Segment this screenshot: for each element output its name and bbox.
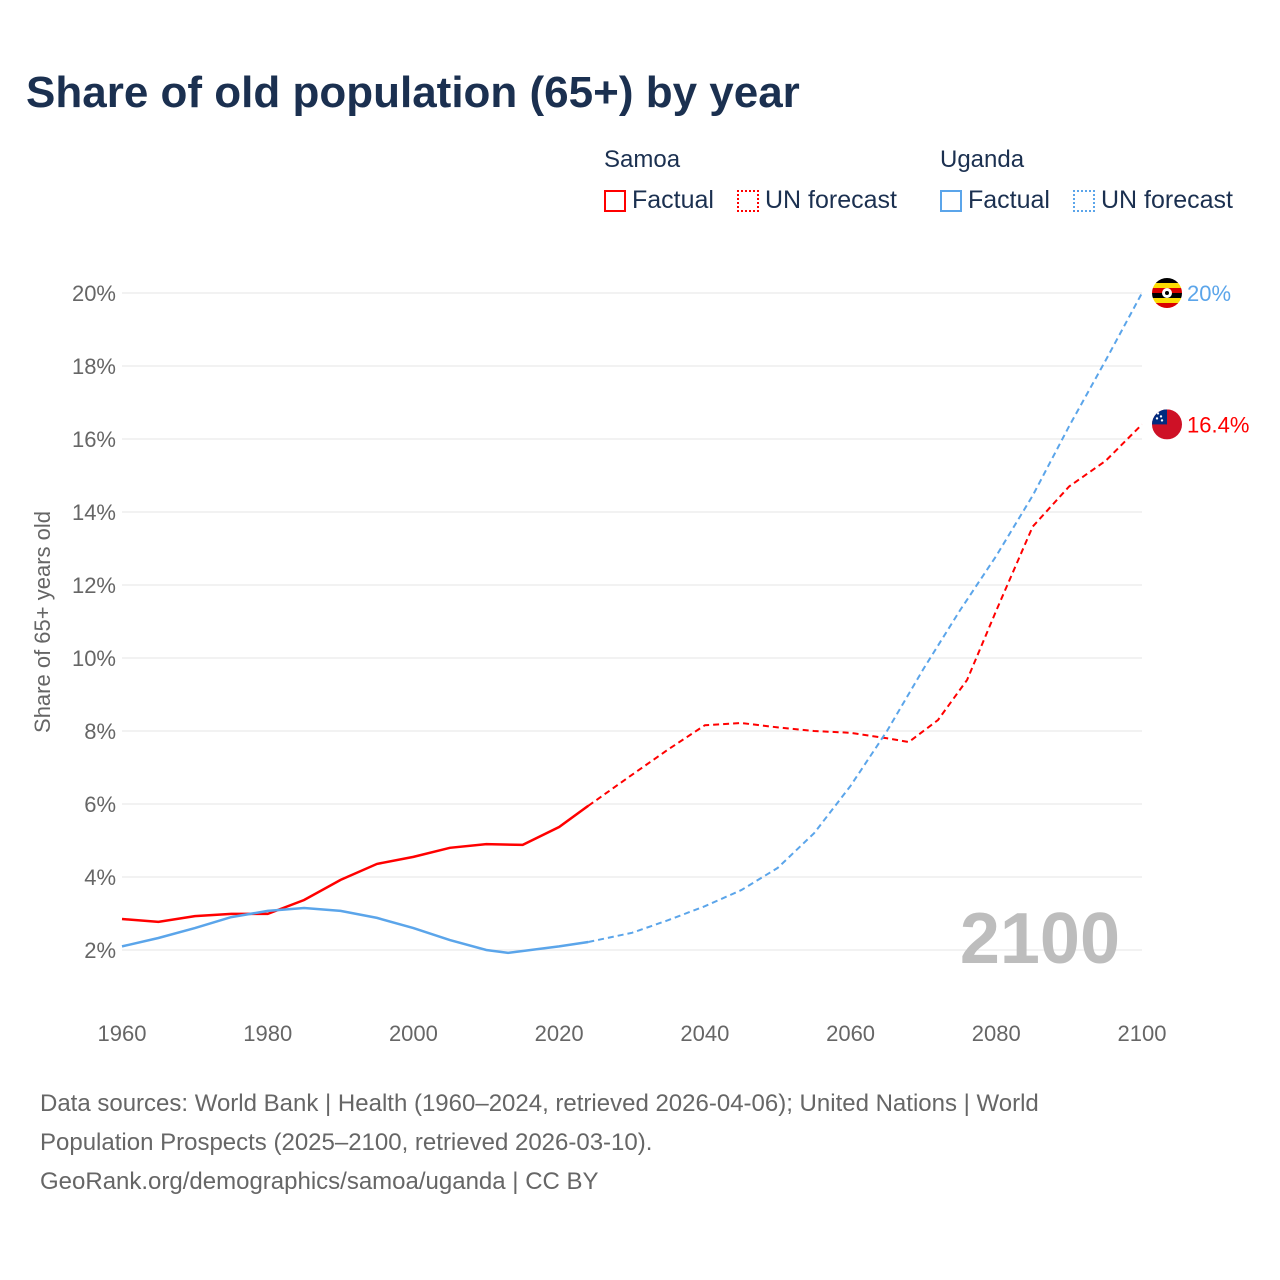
x-tick-label: 2100: [1118, 1021, 1167, 1046]
legend-swatch-dotted: [1073, 189, 1095, 212]
legend-label: Factual: [968, 186, 1050, 214]
legend-swatch-dotted: [737, 189, 759, 212]
legend-label: UN forecast: [765, 186, 897, 214]
x-tick-label: 2040: [680, 1021, 729, 1046]
samoa-flag-icon: [1152, 409, 1182, 440]
legend-title-samoa: Samoa: [604, 146, 681, 173]
x-tick-label: 2020: [535, 1021, 584, 1046]
legend-samoa-factual[interactable]: Factual: [604, 186, 714, 215]
footer-sources-2: Population Prospects (2025–2100, retriev…: [40, 1129, 653, 1156]
samoa-forecast-line: [587, 423, 1143, 807]
year-watermark: 2100: [960, 899, 1120, 979]
x-tick-label: 2080: [972, 1021, 1021, 1046]
legend-label: UN forecast: [1101, 186, 1233, 214]
y-tick-label: 6%: [84, 792, 116, 817]
y-tick-label: 12%: [72, 573, 116, 598]
legend-swatch-solid: [940, 189, 962, 212]
x-tick-label: 2000: [389, 1021, 438, 1046]
chart-title: Share of old population (65+) by year: [26, 68, 800, 117]
legend-swatch-solid: [604, 189, 626, 212]
legend-title-uganda: Uganda: [940, 146, 1025, 173]
y-tick-label: 8%: [84, 719, 116, 744]
x-tick-label: 1980: [243, 1021, 292, 1046]
y-tick-label: 10%: [72, 646, 116, 671]
y-axis-label: Share of 65+ years old: [30, 511, 55, 733]
y-tick-label: 4%: [84, 865, 116, 890]
legend-label: Factual: [632, 186, 714, 214]
x-tick-label: 1960: [98, 1021, 147, 1046]
footer-link[interactable]: GeoRank.org/demographics/samoa/uganda | …: [40, 1168, 599, 1195]
y-tick-label: 14%: [72, 500, 116, 525]
uganda-factual-line: [121, 906, 589, 955]
y-tick-label: 20%: [72, 281, 116, 306]
legend-samoa-forecast[interactable]: UN forecast: [737, 186, 897, 215]
y-tick-label: 18%: [72, 354, 116, 379]
footer-sources-1: Data sources: World Bank | Health (1960–…: [40, 1090, 1039, 1117]
y-tick-label: 2%: [84, 938, 116, 963]
legend-uganda-forecast[interactable]: UN forecast: [1073, 186, 1233, 215]
x-tick-label: 2060: [826, 1021, 875, 1046]
plot-area: 2% 4% 6% 8% 10% 12% 14% 16% 18% 20% 1960 1980 2000 20…: [30, 278, 1249, 1046]
samoa-factual-line: [121, 804, 590, 924]
samoa-end-label: 16.4%: [1187, 412, 1249, 437]
y-tick-label: 16%: [72, 427, 116, 452]
uganda-flag-icon: [1152, 278, 1182, 308]
legend-uganda-factual[interactable]: Factual: [940, 186, 1050, 215]
uganda-forecast-line: [588, 292, 1143, 943]
uganda-end-label: 20%: [1187, 281, 1231, 306]
